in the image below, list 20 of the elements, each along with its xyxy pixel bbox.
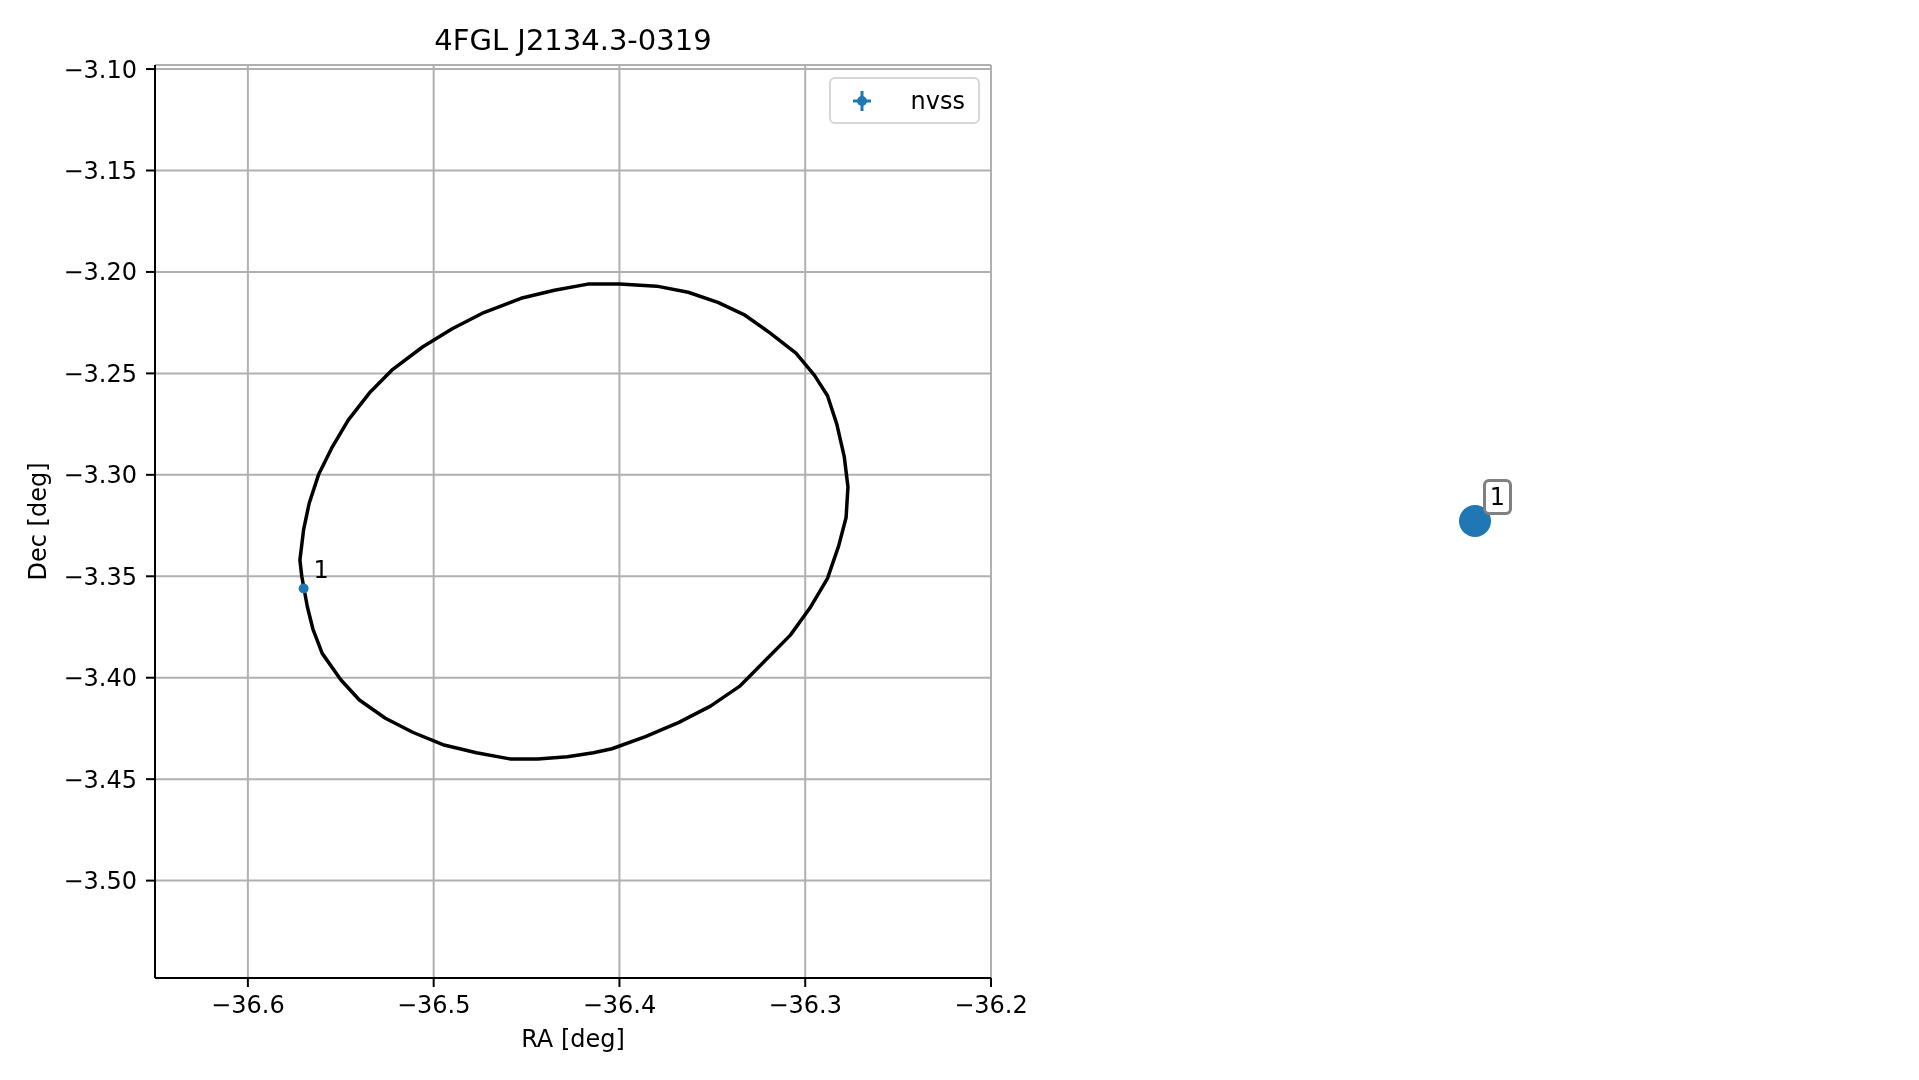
y-tick-label: −3.45 bbox=[63, 765, 137, 794]
chart-title: 4FGL J2134.3-0319 bbox=[434, 23, 712, 57]
x-tick-label: −36.3 bbox=[768, 991, 842, 1020]
y-tick-label: −3.20 bbox=[63, 258, 137, 287]
x-tick-label: −36.2 bbox=[954, 991, 1028, 1020]
y-tick-label: −3.10 bbox=[63, 55, 137, 84]
y-tick-label: −3.50 bbox=[63, 867, 137, 896]
y-axis-title: Dec [deg] bbox=[24, 462, 52, 581]
x-tick-label: −36.6 bbox=[211, 991, 285, 1020]
text: 1 bbox=[1483, 479, 1512, 515]
x-tick-label: −36.5 bbox=[396, 991, 471, 1020]
y-tick-label: −3.15 bbox=[63, 157, 137, 186]
x-tick-label: −36.4 bbox=[582, 991, 657, 1020]
y-tick-label: −3.35 bbox=[63, 562, 137, 591]
legend-label: nvss bbox=[910, 86, 965, 115]
y-tick-label: −3.30 bbox=[63, 461, 137, 490]
annotation: 1 bbox=[313, 556, 329, 585]
y-tick-label: −3.25 bbox=[63, 359, 137, 388]
x-axis-title: RA [deg] bbox=[521, 1025, 625, 1053]
y-tick-label: −3.40 bbox=[63, 664, 137, 693]
